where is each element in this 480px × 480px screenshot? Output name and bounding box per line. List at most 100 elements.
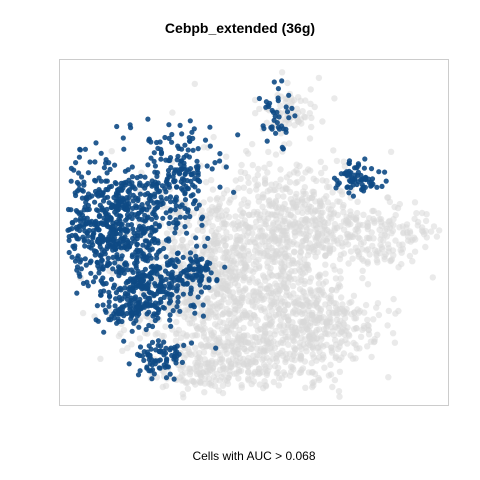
data-point <box>319 177 326 184</box>
data-point <box>277 243 284 250</box>
data-point <box>262 383 270 390</box>
data-point <box>249 140 256 148</box>
data-point <box>276 114 282 120</box>
data-point <box>264 259 271 267</box>
data-point <box>222 248 230 256</box>
data-point <box>289 200 296 207</box>
data-point <box>145 116 151 122</box>
data-point <box>232 298 240 305</box>
data-point <box>172 337 180 344</box>
data-point <box>124 310 130 317</box>
points-layer <box>65 69 443 401</box>
data-point <box>163 237 170 243</box>
data-point <box>254 351 261 358</box>
data-point <box>329 383 336 391</box>
data-point <box>350 193 356 199</box>
data-point <box>272 197 280 204</box>
data-point <box>178 377 186 384</box>
data-point <box>256 365 263 373</box>
data-point <box>329 231 336 239</box>
data-point <box>232 265 239 272</box>
data-point <box>289 364 296 371</box>
data-point <box>263 314 270 321</box>
data-point <box>197 282 203 288</box>
data-point <box>179 359 185 365</box>
data-point <box>356 235 363 242</box>
data-point <box>234 282 242 289</box>
data-point <box>390 221 397 229</box>
data-point <box>179 227 186 234</box>
data-point <box>222 211 229 218</box>
data-point <box>73 192 79 199</box>
data-point <box>93 178 99 184</box>
data-point <box>173 318 180 326</box>
data-point <box>74 267 80 273</box>
data-point <box>284 206 292 214</box>
data-point <box>139 273 145 279</box>
data-point <box>332 275 340 282</box>
data-point <box>235 132 241 138</box>
data-point <box>270 378 277 386</box>
data-point <box>308 359 315 367</box>
data-point <box>436 227 443 234</box>
data-point <box>297 351 304 358</box>
data-point <box>323 236 330 244</box>
data-point <box>269 124 275 130</box>
data-point <box>69 254 75 260</box>
data-point <box>129 252 136 258</box>
data-point <box>177 308 183 314</box>
data-point <box>106 289 112 295</box>
data-point <box>115 256 121 262</box>
data-point <box>281 298 288 305</box>
data-point <box>153 283 159 289</box>
data-point <box>99 257 105 263</box>
data-point <box>361 188 367 194</box>
data-point <box>168 275 174 281</box>
data-point <box>144 238 150 244</box>
data-point <box>264 169 271 176</box>
data-point <box>163 375 170 381</box>
data-point <box>193 257 199 263</box>
data-point <box>142 266 148 272</box>
data-point <box>146 289 152 295</box>
data-point <box>231 309 238 317</box>
data-point <box>279 78 285 84</box>
data-point <box>130 205 136 211</box>
data-point <box>122 182 129 188</box>
data-point <box>213 301 220 308</box>
data-point <box>406 252 414 260</box>
data-point <box>433 233 441 240</box>
data-point <box>307 167 314 174</box>
data-point <box>326 314 333 321</box>
data-point <box>302 215 310 222</box>
data-point <box>274 120 280 126</box>
data-point <box>409 258 416 265</box>
data-point <box>430 223 438 230</box>
data-point <box>180 254 186 260</box>
data-point <box>85 170 91 176</box>
data-point <box>179 236 186 244</box>
data-point <box>208 270 214 276</box>
data-point <box>108 204 114 210</box>
data-point <box>77 218 83 224</box>
data-point <box>355 222 362 229</box>
data-point <box>100 190 106 196</box>
data-point <box>121 338 127 344</box>
data-point <box>277 316 284 324</box>
data-point <box>240 184 247 191</box>
data-point <box>139 225 145 231</box>
data-point <box>237 234 244 241</box>
data-point <box>310 246 318 253</box>
data-point <box>95 190 101 196</box>
data-point <box>134 252 140 258</box>
data-point <box>121 146 127 152</box>
data-point <box>122 285 128 291</box>
chart-title: Cebpb_extended (36g) <box>164 20 316 36</box>
data-point <box>186 348 193 356</box>
data-point <box>118 245 124 251</box>
data-point <box>360 184 366 190</box>
data-point <box>245 292 253 299</box>
data-point <box>336 393 343 400</box>
data-point <box>155 238 161 244</box>
data-point <box>175 294 181 300</box>
